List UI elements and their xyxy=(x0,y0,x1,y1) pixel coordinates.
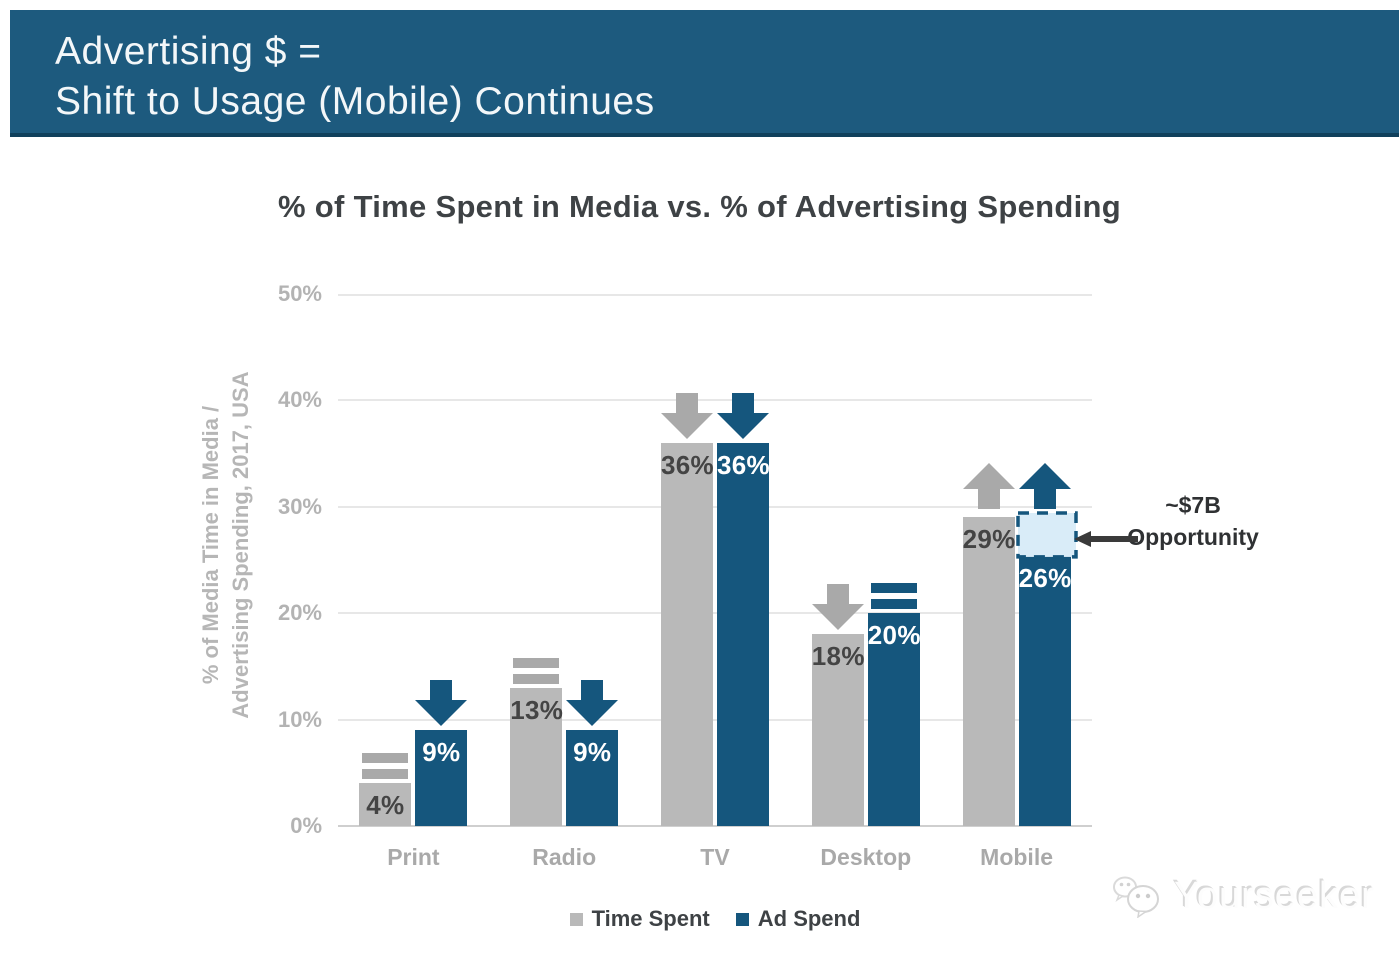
legend-item-ad-spend: Ad Spend xyxy=(735,906,861,932)
bar-value-mobile-ad-spend: 26% xyxy=(1018,563,1072,594)
watermark: Yourseeker xyxy=(1110,874,1375,918)
gridline-50pct xyxy=(338,294,1092,296)
category-label-desktop: Desktop xyxy=(820,844,912,870)
trend-flat-icon-print-time-spent xyxy=(362,753,409,780)
bar-tv-time-spent: 36% xyxy=(661,442,714,826)
bar-value-tv-ad-spend: 36% xyxy=(717,449,770,480)
bar-value-print-time-spent: 4% xyxy=(366,790,405,821)
legend-label-ad-spend: Ad Spend xyxy=(757,906,861,931)
bar-print-ad-spend: 9% xyxy=(415,730,468,826)
opportunity-box xyxy=(1015,511,1078,560)
bar-value-radio-ad-spend: 9% xyxy=(573,737,612,768)
bar-mobile-ad-spend: 26% xyxy=(1018,549,1072,826)
ad-spend-swatch-icon xyxy=(735,912,749,926)
annotation-line1: ~$7B xyxy=(1165,492,1221,518)
chart-legend: Time Spent Ad Spend xyxy=(338,904,1092,934)
legend-item-time-spent: Time Spent xyxy=(569,906,710,932)
annotation-line2: Opportunity xyxy=(1127,524,1259,550)
y-tick-label-10pct: 10% xyxy=(277,706,322,732)
trend-down-icon-print-ad-spend xyxy=(415,680,468,727)
gridline-40pct xyxy=(338,399,1092,402)
y-tick-label-20pct: 20% xyxy=(277,600,322,626)
bar-value-print-ad-spend: 9% xyxy=(422,737,461,768)
legend-label-time-spent: Time Spent xyxy=(591,906,710,931)
category-label-mobile: Mobile xyxy=(980,844,1054,870)
trend-up-icon-mobile-ad-spend xyxy=(1018,463,1071,510)
bar-radio-time-spent: 13% xyxy=(510,687,564,826)
bar-print-time-spent: 4% xyxy=(359,783,412,826)
bar-radio-ad-spend: 9% xyxy=(566,730,619,826)
y-tick-label-0pct: 0% xyxy=(290,813,322,838)
category-label-tv: TV xyxy=(700,844,730,870)
trend-down-icon-radio-ad-spend xyxy=(566,680,619,727)
y-tick-label-40pct: 40% xyxy=(277,387,322,413)
trend-down-icon-tv-time-spent xyxy=(661,392,713,439)
header-banner: Advertising $ = Shift to Usage (Mobile) … xyxy=(10,10,1399,137)
gridline-20pct xyxy=(338,612,1092,615)
bar-value-tv-time-spent: 36% xyxy=(661,449,714,480)
watermark-logo-icon xyxy=(1113,876,1159,918)
gridline-10pct xyxy=(338,718,1092,721)
annotation-arrow-icon xyxy=(1074,531,1138,547)
bar-value-desktop-time-spent: 18% xyxy=(811,641,865,672)
header-title-line2: Shift to Usage (Mobile) Continues xyxy=(55,80,655,123)
y-tick-label-30pct: 30% xyxy=(277,493,322,519)
y-axis-title-line1: % of Media Time in Media / xyxy=(198,405,223,685)
bar-chart-plot-area: 0% 10% 20% 30% 40% 50% Print 4% 9% Radio 13% 9% TV 36… xyxy=(278,281,1092,870)
bar-value-radio-time-spent: 13% xyxy=(510,694,564,725)
trend-flat-icon-radio-time-spent xyxy=(513,657,560,684)
bar-mobile-time-spent: 29% xyxy=(962,517,1016,826)
opportunity-annotation: ~$7B Opportunity xyxy=(1105,489,1281,553)
chart-title: % of Time Spent in Media vs. % of Advert… xyxy=(278,189,1121,224)
bar-value-desktop-ad-spend: 20% xyxy=(867,620,921,651)
y-tick-label-50pct: 50% xyxy=(277,281,322,306)
bar-desktop-time-spent: 18% xyxy=(811,634,865,826)
gridline-0pct xyxy=(338,825,1092,827)
category-label-radio: Radio xyxy=(532,844,597,870)
bar-value-mobile-time-spent: 29% xyxy=(962,524,1016,555)
trend-down-icon-tv-ad-spend xyxy=(717,392,769,439)
gridline-30pct xyxy=(338,505,1092,508)
header-title-line1: Advertising $ = xyxy=(55,30,322,73)
trend-down-icon-desktop-time-spent xyxy=(811,584,864,631)
time-spent-swatch-icon xyxy=(569,912,583,926)
category-label-print: Print xyxy=(387,844,440,870)
bar-desktop-ad-spend: 20% xyxy=(867,613,921,826)
bar-tv-ad-spend: 36% xyxy=(717,442,770,826)
watermark-text: Yourseeker xyxy=(1174,874,1375,917)
trend-up-icon-mobile-time-spent xyxy=(962,463,1015,510)
trend-flat-icon-desktop-ad-spend xyxy=(870,583,917,610)
